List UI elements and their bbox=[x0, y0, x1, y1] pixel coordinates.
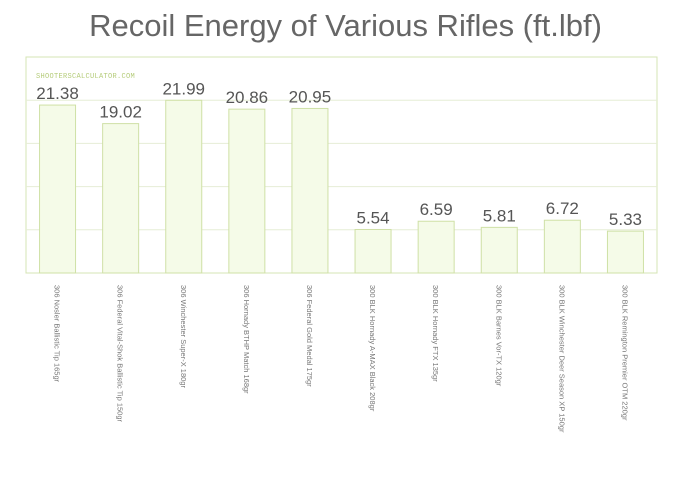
data-label: 21.99 bbox=[162, 79, 205, 98]
bar bbox=[543, 219, 581, 274]
data-label: 5.81 bbox=[483, 206, 516, 225]
bar bbox=[480, 226, 518, 274]
bar bbox=[165, 99, 203, 274]
bar bbox=[39, 104, 77, 274]
chart-title: Recoil Energy of Various Rifles (ft.lbf) bbox=[89, 8, 602, 43]
x-tick-label: 306 Federal Vital-Shok Ballistic Tip 150… bbox=[116, 285, 125, 423]
x-tick-label: 300 BLK Barnes Vor-TX 120gr bbox=[494, 285, 503, 387]
bar bbox=[228, 108, 266, 274]
bar bbox=[291, 107, 329, 274]
data-label: 5.33 bbox=[609, 210, 642, 229]
plot-frame bbox=[25, 56, 658, 274]
x-tick-label: 306 Nosler Ballistic Tip 165gr bbox=[53, 285, 62, 383]
x-tick-label: 300 BLK Winchester Deer Season XP 150gr bbox=[557, 285, 566, 433]
bar bbox=[354, 228, 392, 274]
bar bbox=[606, 230, 644, 274]
watermark: SHOOTERSCALCULATOR.COM bbox=[36, 73, 135, 81]
data-label: 19.02 bbox=[99, 103, 142, 122]
data-label: 20.86 bbox=[226, 88, 269, 107]
data-label: 5.54 bbox=[357, 208, 390, 227]
data-label: 6.72 bbox=[546, 199, 579, 218]
data-label: 21.38 bbox=[36, 84, 79, 103]
data-label: 20.95 bbox=[289, 87, 332, 106]
data-label: 6.59 bbox=[420, 200, 453, 219]
x-tick-label: 300 BLK Hornady A-MAX Black 208gr bbox=[368, 285, 377, 412]
x-tick-label: 300 BLK Hornady FTX 135gr bbox=[431, 285, 440, 382]
bar bbox=[102, 123, 140, 274]
x-tick-label: 300 BLK Remington Premier OTM 220gr bbox=[620, 285, 629, 421]
x-tick-label: 306 Hornady BTHP Match 168gr bbox=[242, 285, 251, 394]
x-tick-label: 306 Federal Gold Medal 175gr bbox=[305, 285, 314, 387]
x-tick-label: 306 Winchester Super-X 180gr bbox=[179, 285, 188, 388]
bar bbox=[417, 220, 455, 274]
